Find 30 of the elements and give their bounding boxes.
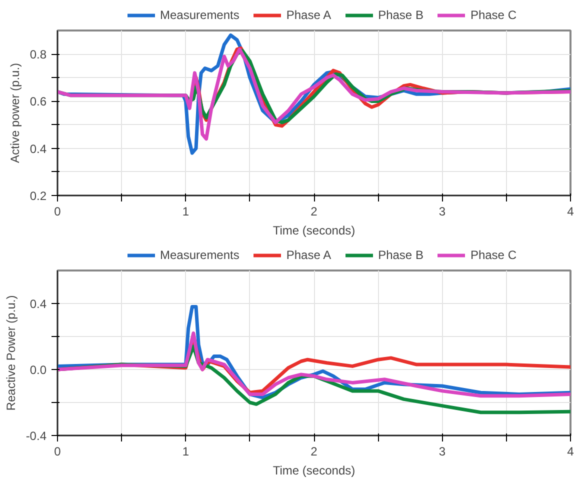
legend-label: Phase A — [286, 248, 332, 262]
legend-label: Phase C — [470, 248, 516, 262]
x-tick-label: 1 — [182, 204, 190, 218]
x-axis-title: Time (seconds) — [272, 464, 356, 478]
legend-label: Phase A — [286, 8, 332, 22]
y-tick-label: -0.4 — [26, 429, 47, 443]
line-series — [58, 48, 570, 141]
legend-label: Phase B — [378, 8, 424, 22]
legend-label: Phase B — [378, 248, 424, 262]
legend-label: Measurements — [160, 248, 240, 262]
x-tick-label: 1 — [182, 444, 190, 458]
y-tick-label: 0.4 — [30, 142, 47, 156]
y-axis-title: Active power (p.u.) — [8, 62, 22, 164]
x-tick-label: 4 — [567, 444, 574, 458]
legend-label: Measurements — [160, 8, 240, 22]
x-axis-title: Time (seconds) — [272, 224, 356, 238]
x-tick-label: 2 — [310, 444, 318, 458]
x-tick-label: 0 — [54, 204, 62, 218]
y-tick-label: 0.2 — [30, 189, 47, 203]
y-tick-label: 0.6 — [30, 94, 47, 109]
x-tick-label: 3 — [438, 444, 446, 458]
y-axis-title: Reactive Power (p.u.) — [4, 295, 18, 411]
y-tick-label: 0.8 — [30, 48, 47, 62]
legend-label: Phase C — [470, 8, 516, 22]
y-tick-label: 0.4 — [30, 297, 47, 311]
x-tick-label: 4 — [567, 204, 574, 218]
x-tick-label: 2 — [310, 204, 318, 218]
x-tick-label: 0 — [54, 444, 62, 458]
x-tick-label: 3 — [438, 204, 446, 218]
y-tick-label: 0.0 — [30, 363, 47, 377]
